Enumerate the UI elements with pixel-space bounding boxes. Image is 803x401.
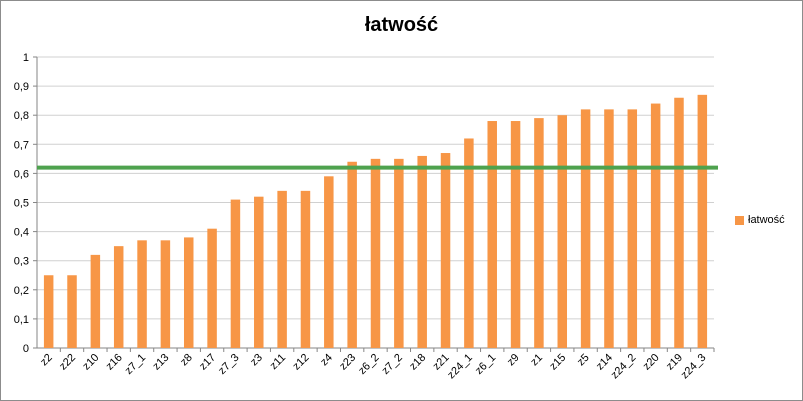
x-tick-label: z5 xyxy=(575,352,592,369)
bar-z7_3 xyxy=(230,199,241,348)
x-tick-label: z13 xyxy=(150,352,171,373)
x-tick-label: z8 xyxy=(178,352,195,369)
y-tick-label: 0,6 xyxy=(14,168,29,180)
bar-z21 xyxy=(440,153,451,348)
x-tick-label: z11 xyxy=(268,352,288,372)
x-tick-label: z10 xyxy=(80,352,101,373)
x-tick-label: z17 xyxy=(197,352,218,373)
bar-z24_1 xyxy=(464,138,474,348)
x-tick-label: z7_1 xyxy=(123,352,148,377)
bar-z6_2 xyxy=(370,158,381,348)
y-tick-label: 0,4 xyxy=(14,227,29,239)
bar-z8 xyxy=(183,237,194,348)
x-tick-label: z24_2 xyxy=(609,352,639,382)
bar-z24_2 xyxy=(627,109,638,348)
bar-z7_1 xyxy=(137,240,147,348)
y-tick-label: 0 xyxy=(23,343,29,355)
x-tick-label: z18 xyxy=(407,352,428,373)
chart-title: łatwość xyxy=(364,14,439,36)
x-tick-label: z20 xyxy=(641,352,662,373)
y-tick-label: 0,3 xyxy=(14,256,29,268)
bar-z15 xyxy=(557,115,568,348)
bar-z22 xyxy=(67,275,77,348)
legend-label: łatwość xyxy=(748,214,785,226)
y-tick-label: 0,9 xyxy=(14,81,29,93)
x-tick-label: z16 xyxy=(104,352,125,373)
x-tick-label: z24_1 xyxy=(445,352,475,382)
x-tick-label: z4 xyxy=(318,352,335,369)
bar-z14 xyxy=(604,109,614,348)
y-tick-label: 0,2 xyxy=(14,285,29,297)
x-tick-label: z7_3 xyxy=(216,352,241,377)
bar-z9 xyxy=(510,121,521,349)
y-tick-label: 0,7 xyxy=(14,139,29,151)
bar-z12 xyxy=(300,190,311,348)
x-tick-label: z2 xyxy=(38,352,55,369)
bar-z19 xyxy=(674,97,684,349)
bar-z16 xyxy=(113,246,124,348)
bar-z6_1 xyxy=(487,121,497,349)
bar-z17 xyxy=(207,228,217,348)
x-tick-label: z24_3 xyxy=(679,352,709,382)
bar-z7_2 xyxy=(394,158,404,348)
x-tick-label: z12 xyxy=(291,352,312,373)
x-tick-label: z9 xyxy=(505,352,522,369)
bar-z2 xyxy=(43,275,54,348)
x-tick-label: z7_2 xyxy=(380,352,405,377)
bar-z13 xyxy=(160,240,171,348)
legend: łatwość xyxy=(735,214,785,226)
x-tick-label: z22 xyxy=(57,352,78,373)
x-tick-label: z6_1 xyxy=(473,352,498,377)
bar-z4 xyxy=(324,176,334,348)
bar-z11 xyxy=(277,190,287,348)
legend-swatch xyxy=(735,215,744,225)
bar-z24_3 xyxy=(697,94,708,348)
bar-z3 xyxy=(254,196,264,348)
bar-z18 xyxy=(417,155,427,348)
x-tick-label: z3 xyxy=(248,352,265,369)
bar-z10 xyxy=(90,254,101,348)
bar-z1 xyxy=(534,118,544,348)
y-tick-label: 1 xyxy=(23,52,29,64)
bar-z23 xyxy=(347,161,357,348)
y-tick-label: 0,1 xyxy=(14,314,29,326)
x-tick-label: z1 xyxy=(528,352,545,369)
x-tick-label: z6_2 xyxy=(356,352,381,377)
y-tick-label: 0,5 xyxy=(14,198,29,210)
x-tick-label: z15 xyxy=(547,352,568,373)
bar-z20 xyxy=(650,103,661,348)
x-tick-label: z23 xyxy=(337,352,358,373)
y-tick-label: 0,8 xyxy=(14,110,29,122)
bar-z5 xyxy=(580,109,591,348)
